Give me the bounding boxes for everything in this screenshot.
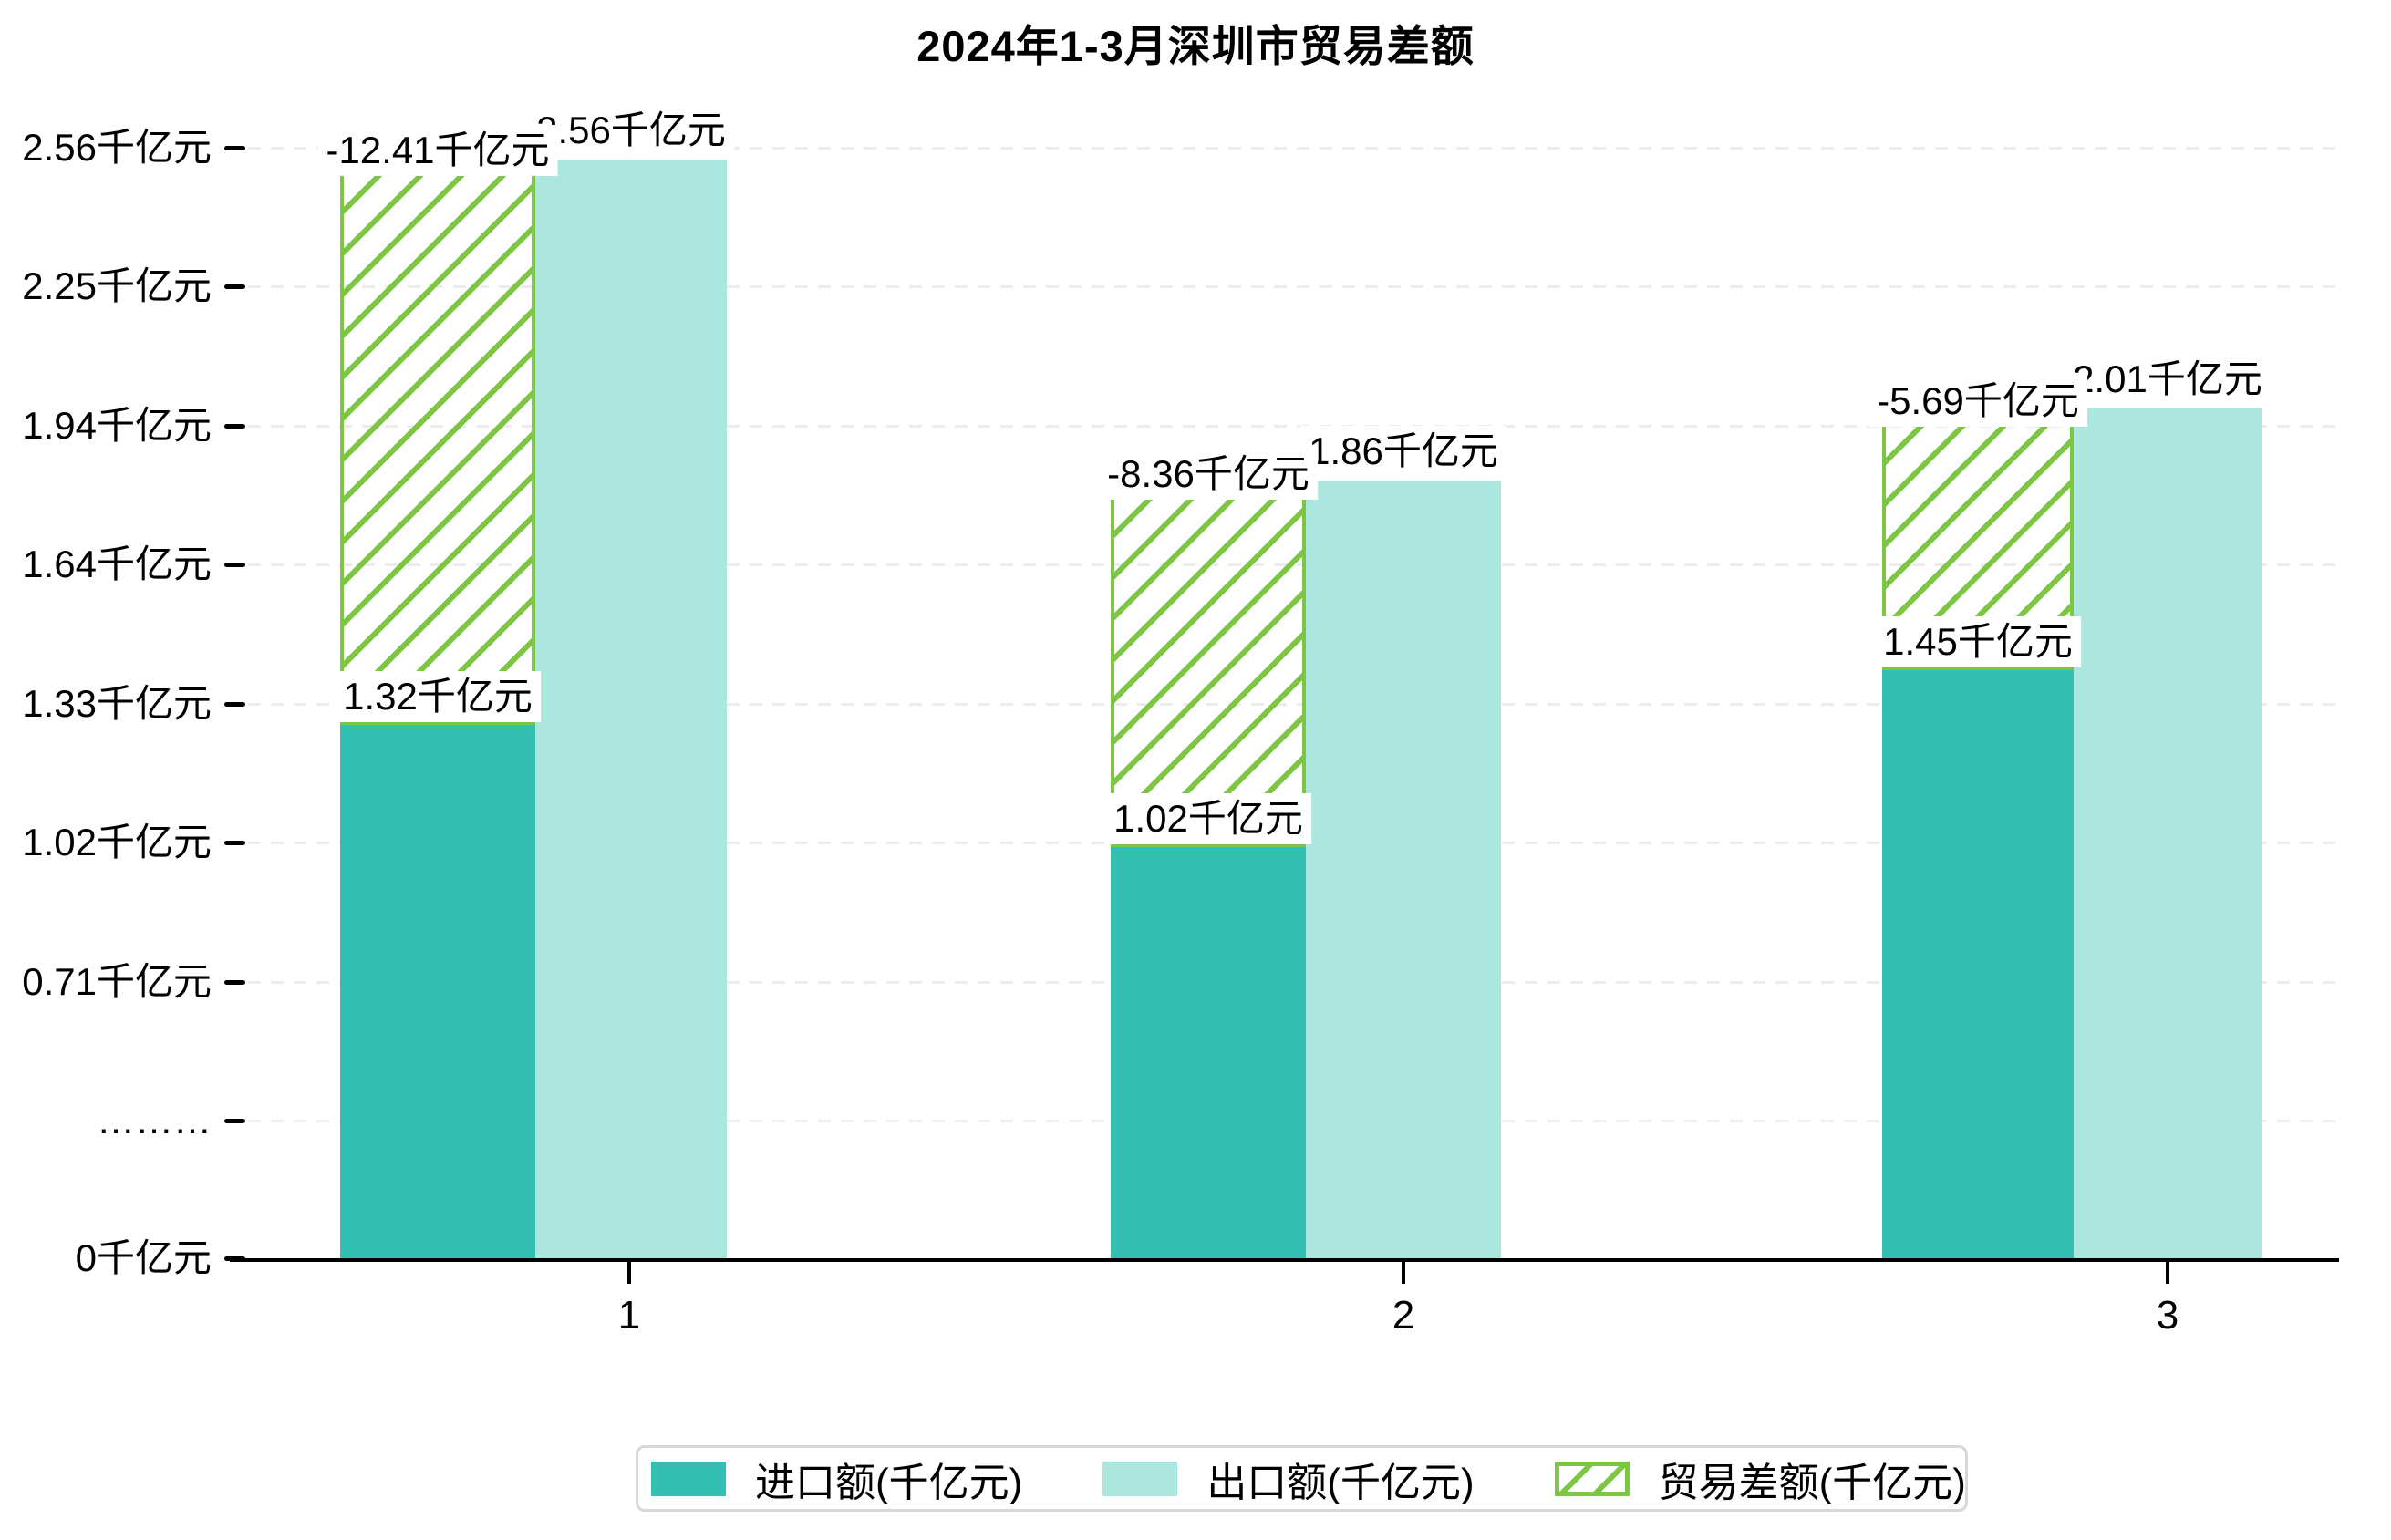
x-tick-label-0: 1 <box>617 1293 641 1338</box>
x-tick-mark-1 <box>1402 1262 1405 1284</box>
trade-balance-value-label-month-3: -5.69千亿元 <box>1868 376 2087 427</box>
gridline-1 <box>248 285 2339 288</box>
legend-label-import: 进口额(千亿元) <box>755 1460 1023 1505</box>
y-tick-label-5: 1.02千亿元 <box>22 821 212 863</box>
y-tick-label-0: 2.56千亿元 <box>22 126 212 169</box>
import-swatch-icon <box>651 1461 726 1496</box>
y-tick-label-3: 1.64千亿元 <box>22 543 212 585</box>
trade-balance-bar-month-1 <box>340 170 535 725</box>
y-tick-label-1: 2.25千亿元 <box>22 264 212 307</box>
trade-balance-value-label-month-2: -8.36千亿元 <box>1099 449 1318 500</box>
y-tick-mark-3 <box>224 563 245 567</box>
import-bar-month-1 <box>340 723 535 1258</box>
export-bar-month-2 <box>1306 481 1501 1258</box>
trade-balance-value-label-month-1: -12.41千亿元 <box>317 125 558 176</box>
export-value-label-month-3: 2.01千亿元 <box>2065 354 2271 405</box>
export-value-label-month-1: 2.56千亿元 <box>528 105 734 156</box>
import-value-label-month-2: 1.02千亿元 <box>1105 793 1311 844</box>
y-tick-mark-4 <box>224 702 245 707</box>
trade-balance-bar-month-2 <box>1111 493 1306 847</box>
export-swatch-icon <box>1102 1461 1178 1496</box>
y-tick-mark-5 <box>224 841 245 845</box>
gridline-0 <box>248 147 2339 150</box>
import-value-label-month-3: 1.45千亿元 <box>1875 616 2081 667</box>
import-bar-month-2 <box>1111 845 1306 1258</box>
import-bar-month-3 <box>1882 668 2074 1258</box>
y-tick-mark-2 <box>224 424 245 429</box>
y-tick-mark-6 <box>224 980 245 985</box>
x-tick-mark-2 <box>2166 1262 2169 1284</box>
legend-item-import: 进口额(千亿元) <box>651 1450 1022 1508</box>
x-tick-label-1: 2 <box>1392 1293 1415 1338</box>
legend-item-export: 出口额(千亿元) <box>1102 1450 1475 1508</box>
export-bar-month-1 <box>535 160 727 1258</box>
y-tick-label-4: 1.33千亿元 <box>22 682 212 725</box>
legend-label-export: 出口额(千亿元) <box>1206 1460 1475 1505</box>
y-tick-label-2: 1.94千亿元 <box>22 404 212 447</box>
y-tick-mark-1 <box>224 284 245 289</box>
y-tick-label-6: 0.71千亿元 <box>22 960 212 1003</box>
y-tick-label-7: ……… <box>97 1099 212 1142</box>
x-tick-mark-0 <box>627 1262 631 1284</box>
export-value-label-month-2: 1.86千亿元 <box>1300 426 1506 477</box>
chart-title: 2024年1-3月深圳市贸易差额 <box>916 22 1475 70</box>
legend-item-balance: 贸易差额(千亿元) <box>1554 1450 1966 1508</box>
gridline-2 <box>248 425 2339 428</box>
x-axis-line <box>230 1258 2339 1262</box>
x-tick-label-2: 3 <box>2156 1293 2179 1338</box>
y-tick-label-8: 0千亿元 <box>75 1236 212 1279</box>
import-value-label-month-1: 1.32千亿元 <box>335 671 541 722</box>
export-bar-month-3 <box>2074 408 2262 1258</box>
legend-label-balance: 贸易差额(千亿元) <box>1658 1460 1966 1505</box>
legend: 进口额(千亿元) 出口额(千亿元) 贸易差额(千亿元) <box>636 1445 1968 1512</box>
y-tick-mark-0 <box>224 146 245 150</box>
balance-hatched-swatch-icon <box>1554 1461 1630 1496</box>
y-tick-mark-7 <box>224 1119 245 1123</box>
